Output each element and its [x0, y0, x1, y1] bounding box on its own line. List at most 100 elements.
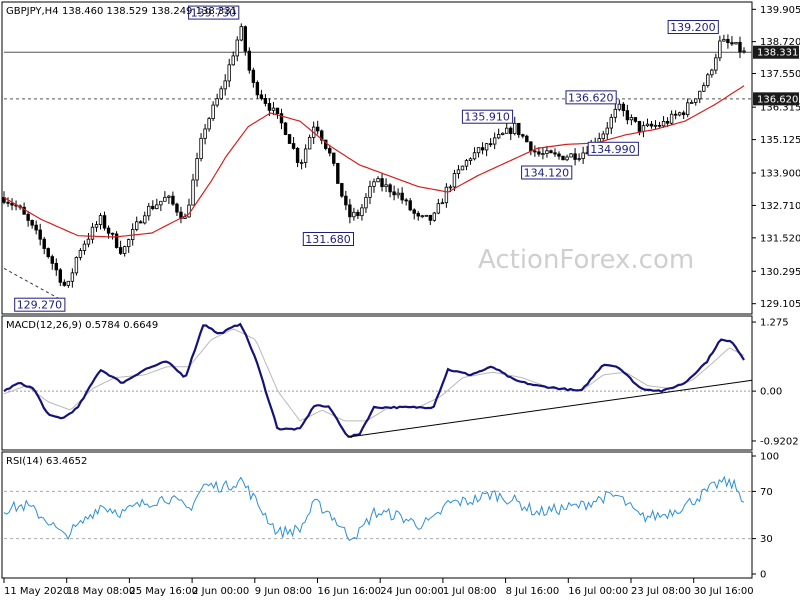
- rsi-tick-label: 0: [760, 570, 766, 581]
- candle-body: [464, 160, 469, 167]
- candle-body: [74, 257, 79, 274]
- macd-tick-label: -0.9202: [760, 436, 799, 447]
- candle-body: [340, 183, 344, 197]
- candle-body: [657, 124, 662, 127]
- rsi-tick-label: 30: [760, 534, 773, 545]
- annotation-label-4: 134.120: [524, 166, 570, 179]
- time-tick-label: 16 Jul 00:00: [568, 586, 628, 597]
- candle-body: [613, 108, 618, 118]
- candle-body: [110, 232, 115, 235]
- candle-body: [681, 112, 686, 116]
- rsi-line: [3, 475, 745, 542]
- annotation-label-0: 139.730: [191, 7, 237, 20]
- candle-body: [215, 98, 219, 106]
- candle-body: [432, 212, 437, 221]
- annotation-label-2: 131.680: [305, 233, 351, 246]
- candle-body: [135, 221, 139, 230]
- candle-body: [275, 107, 280, 115]
- candle-body: [698, 90, 702, 100]
- time-tick-label: 16 Jun 16:00: [318, 586, 382, 597]
- candle-body: [577, 158, 581, 160]
- candle-body: [54, 262, 58, 271]
- price-badge-label-1: 136.620: [757, 94, 798, 105]
- candle-body: [163, 197, 167, 202]
- candle-body: [211, 104, 215, 120]
- candle-body: [291, 143, 296, 149]
- candle-body: [147, 205, 151, 217]
- candle-body: [195, 158, 199, 181]
- candle-body: [287, 134, 292, 144]
- candle-body: [376, 178, 380, 183]
- candle-body: [677, 112, 682, 116]
- candle-body: [255, 82, 260, 96]
- candle-body: [412, 209, 416, 214]
- candle-body: [42, 238, 46, 249]
- candle-body: [372, 181, 376, 187]
- candle-body: [706, 74, 710, 86]
- candle-body: [38, 229, 42, 240]
- candle-body: [609, 116, 613, 129]
- candle-body: [388, 184, 392, 193]
- candle-body: [380, 178, 384, 188]
- candle-body: [629, 117, 634, 121]
- candle-body: [94, 224, 99, 228]
- candle-body: [513, 122, 517, 134]
- candle-body: [98, 215, 103, 226]
- candle-body: [279, 113, 284, 124]
- macd-tick-label: 0.00: [760, 387, 782, 398]
- candle-body: [219, 88, 223, 100]
- candle-body: [239, 26, 243, 41]
- candle-body: [529, 141, 533, 152]
- candle-body: [139, 221, 143, 224]
- candle-body: [283, 122, 288, 135]
- candle-body: [714, 57, 718, 71]
- candle-body: [187, 204, 191, 218]
- candle-body: [26, 213, 30, 221]
- candle-body: [537, 151, 541, 155]
- time-tick-label: 30 Jul 16:00: [694, 586, 754, 597]
- time-tick-label: 2 Jun 00:00: [192, 586, 249, 597]
- candle-body: [384, 184, 388, 188]
- candle-body: [348, 204, 352, 218]
- candle-body: [553, 152, 557, 155]
- candle-body: [70, 272, 75, 282]
- candle-body: [247, 50, 252, 71]
- candle-body: [303, 148, 308, 163]
- candle-body: [90, 226, 95, 240]
- time-tick-label: 11 May 2020: [4, 586, 69, 597]
- price-tick-label: 136.315: [760, 103, 800, 114]
- candle-body: [251, 69, 256, 83]
- macd-tick-label: 1.275: [760, 318, 789, 329]
- candle-body: [102, 215, 107, 229]
- candle-body: [573, 153, 577, 160]
- candle-body: [621, 103, 626, 112]
- candle-body: [718, 40, 722, 59]
- candle-body: [34, 224, 38, 231]
- macd-line: [3, 322, 745, 438]
- candle-body: [235, 39, 239, 57]
- candle-body: [509, 127, 513, 134]
- candle-body: [223, 80, 227, 90]
- price-tick-label: 130.295: [760, 267, 800, 278]
- candle-body: [328, 148, 332, 154]
- candle-body: [6, 201, 10, 204]
- candle-body: [428, 214, 433, 221]
- candle-body: [565, 156, 569, 161]
- candle-body: [480, 147, 485, 151]
- candle-body: [360, 207, 364, 217]
- candle-body: [118, 247, 123, 254]
- candle-body: [694, 98, 698, 103]
- candle-body: [408, 200, 412, 211]
- candle-body: [557, 153, 561, 157]
- candle-body: [122, 246, 127, 254]
- candle-body: [267, 103, 272, 111]
- candle-body: [368, 185, 372, 198]
- candle-body: [690, 102, 694, 104]
- candle-body: [207, 118, 211, 130]
- candle-body: [669, 113, 674, 124]
- candle-body: [203, 128, 207, 139]
- candle-body: [730, 42, 734, 45]
- price-header-ohlc: 138.460 138.529 138.249 138.331: [62, 6, 237, 17]
- price-tick-label: 129.105: [760, 299, 800, 310]
- time-tick-label: 18 May 08:00: [67, 586, 136, 597]
